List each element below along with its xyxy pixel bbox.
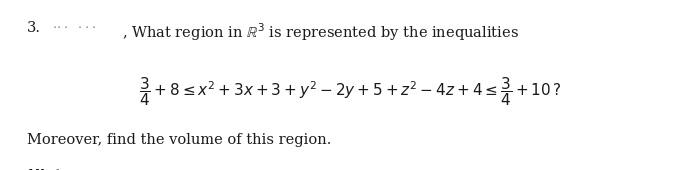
Text: You may want to first complete squares and rewrite the part $x^2\!+\!3x\!+\!3\!+: You may want to first complete squares a… xyxy=(75,168,700,170)
Text: $\dfrac{3}{4}+8 \leq x^2+3x+3+y^2-2y+5+z^2-4z+4 \leq \dfrac{3}{4}+10\,?$: $\dfrac{3}{4}+8 \leq x^2+3x+3+y^2-2y+5+z… xyxy=(139,75,561,108)
Text: 3.: 3. xyxy=(27,21,41,35)
Text: , What region in $\mathbb{R}^3$ is represented by the inequalities: , What region in $\mathbb{R}^3$ is repre… xyxy=(122,21,519,43)
Text: Moreover, find the volume of this region.: Moreover, find the volume of this region… xyxy=(27,133,331,147)
Text: $\cdot\!\cdot\!\cdot\ \cdot\!\cdot\!\cdot$: $\cdot\!\cdot\!\cdot\ \cdot\!\cdot\!\cdo… xyxy=(52,20,97,32)
Text: $\mathbf{Hint:}$: $\mathbf{Hint:}$ xyxy=(27,168,71,170)
